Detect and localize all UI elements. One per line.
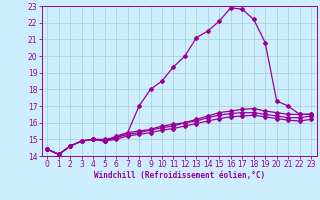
X-axis label: Windchill (Refroidissement éolien,°C): Windchill (Refroidissement éolien,°C) xyxy=(94,171,265,180)
